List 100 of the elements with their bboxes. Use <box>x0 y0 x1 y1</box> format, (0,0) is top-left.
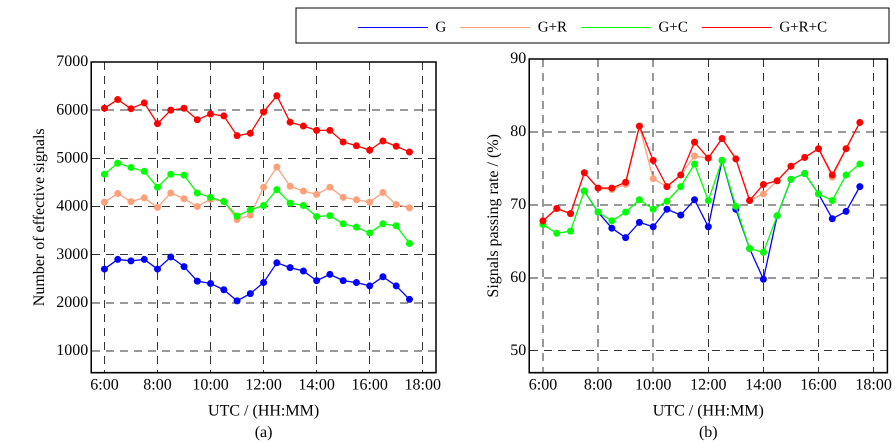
point <box>650 223 657 230</box>
legend-label: G+R <box>538 19 568 36</box>
point <box>180 104 188 112</box>
point <box>760 180 767 188</box>
point <box>352 196 360 204</box>
point <box>100 170 108 178</box>
point <box>114 160 122 167</box>
point <box>677 183 684 190</box>
point <box>828 171 836 178</box>
point <box>260 108 268 116</box>
point <box>140 168 148 175</box>
point <box>140 256 148 263</box>
y-tick-label: 7000 <box>56 53 88 70</box>
x-axis-title: UTC / (HH:MM) <box>208 402 320 420</box>
point <box>608 224 616 232</box>
y-tick-label: 6000 <box>56 101 88 118</box>
point <box>650 206 657 213</box>
x-tick-label: 18:00 <box>855 376 892 394</box>
point <box>300 267 307 274</box>
point <box>154 120 162 128</box>
legend-label: G+C <box>658 19 688 36</box>
point <box>691 152 698 160</box>
point <box>760 276 767 283</box>
point <box>167 189 174 196</box>
text: (a) <box>254 424 272 442</box>
point <box>352 142 360 150</box>
y-tick-label: 4000 <box>56 198 88 215</box>
point <box>286 182 294 190</box>
point <box>392 201 400 208</box>
point <box>828 196 836 204</box>
point <box>636 218 643 226</box>
point <box>650 156 657 164</box>
point <box>140 99 148 106</box>
point <box>300 188 307 195</box>
point <box>286 118 294 126</box>
point <box>194 278 201 285</box>
point <box>622 234 630 242</box>
point <box>180 172 188 179</box>
point <box>260 184 268 191</box>
point <box>220 286 228 294</box>
point <box>300 202 307 209</box>
point <box>856 160 864 168</box>
point <box>127 257 134 264</box>
point <box>100 198 108 206</box>
point <box>246 206 254 214</box>
point <box>608 217 616 224</box>
x-tick-label: 14:00 <box>298 376 335 394</box>
point <box>114 256 122 263</box>
point <box>406 296 413 303</box>
x-tick-label: 8:00 <box>143 376 172 394</box>
point <box>180 195 188 202</box>
point <box>207 110 214 118</box>
point <box>300 122 307 130</box>
point <box>286 200 294 207</box>
point <box>663 198 670 205</box>
point <box>340 194 347 201</box>
point <box>704 196 712 204</box>
text: (b) <box>698 424 718 442</box>
point <box>234 212 241 220</box>
point <box>340 277 347 284</box>
point <box>260 279 268 286</box>
point <box>856 183 864 190</box>
y-tick-label: 3000 <box>56 246 88 263</box>
point <box>553 230 560 237</box>
point <box>732 202 740 210</box>
point <box>392 222 400 230</box>
point <box>154 266 162 273</box>
point <box>842 171 850 178</box>
point <box>194 116 201 124</box>
point <box>194 189 201 196</box>
x-tick-label: 14:00 <box>745 376 782 394</box>
point <box>246 290 254 298</box>
point <box>194 202 201 210</box>
point <box>366 198 374 206</box>
point <box>220 112 228 120</box>
y-tick-label: 1000 <box>56 342 88 360</box>
point <box>352 279 360 286</box>
point <box>691 138 698 146</box>
point <box>366 146 374 154</box>
point <box>154 204 162 211</box>
point <box>352 224 360 231</box>
y-axis-title: Number of effective signals <box>30 128 48 306</box>
x-axis-title: UTC / (HH:MM) <box>652 402 764 420</box>
point <box>567 228 574 235</box>
point <box>167 254 174 261</box>
point <box>366 229 374 236</box>
point <box>140 194 148 202</box>
y-tick-label: 5000 <box>56 150 88 167</box>
point <box>691 196 698 204</box>
y-tick-label: 90 <box>510 50 526 68</box>
point <box>379 137 386 144</box>
x-tick-label: 6:00 <box>90 376 119 394</box>
x-tick-label: 16:00 <box>800 376 837 394</box>
x-tick-label: 18:00 <box>404 376 441 394</box>
x-tick-label: 16:00 <box>351 376 388 394</box>
point <box>114 190 122 197</box>
point <box>260 202 268 209</box>
point <box>313 190 320 198</box>
point <box>828 215 836 222</box>
point <box>180 263 188 270</box>
